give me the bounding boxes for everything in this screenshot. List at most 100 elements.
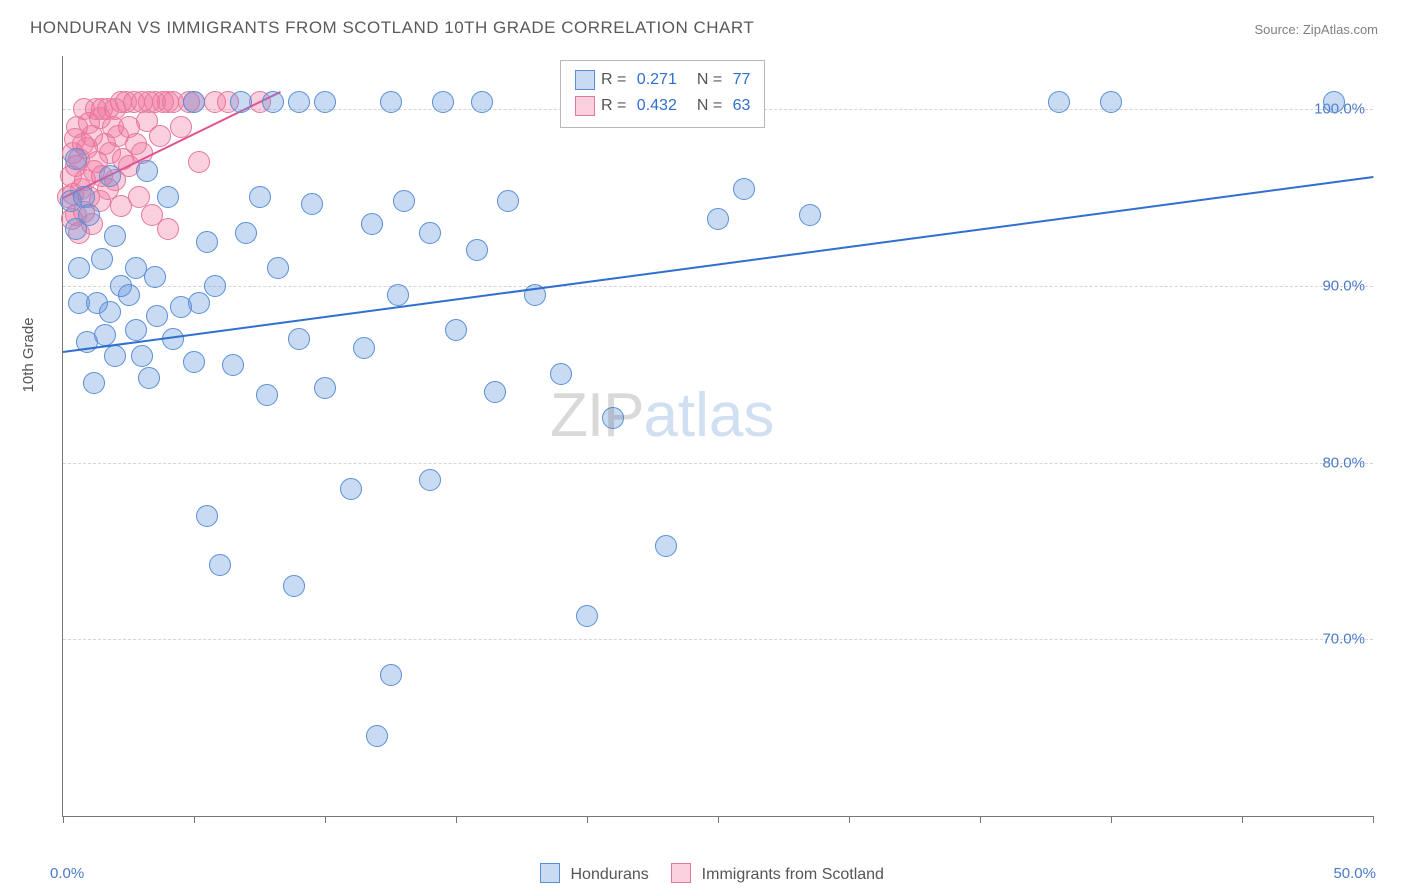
hondurans-point xyxy=(262,91,284,113)
legend-r-value: 0.432 xyxy=(637,97,677,115)
hondurans-point xyxy=(301,193,323,215)
swatch-icon xyxy=(575,96,595,116)
legend-r-value: 0.271 xyxy=(637,71,677,89)
hondurans-point xyxy=(288,328,310,350)
hondurans-point xyxy=(118,284,140,306)
hondurans-point xyxy=(361,213,383,235)
scatter-plot-area: 70.0%80.0%90.0%100.0% xyxy=(62,56,1373,817)
hondurans-point xyxy=(131,345,153,367)
hondurans-point xyxy=(314,377,336,399)
hondurans-point xyxy=(733,178,755,200)
legend-label: Immigrants from Scotland xyxy=(702,866,884,883)
legend-r-label: R = xyxy=(601,71,631,89)
scotland-point xyxy=(188,151,210,173)
hondurans-point xyxy=(366,725,388,747)
hondurans-point xyxy=(602,407,624,429)
x-tick xyxy=(1242,816,1243,823)
x-axis-min-label: 0.0% xyxy=(50,865,84,882)
x-axis-max-label: 50.0% xyxy=(1333,865,1376,882)
hondurans-point xyxy=(235,222,257,244)
hondurans-point xyxy=(136,160,158,182)
hondurans-point xyxy=(144,266,166,288)
hondurans-point xyxy=(230,91,252,113)
chart-title: HONDURAN VS IMMIGRANTS FROM SCOTLAND 10T… xyxy=(30,18,754,38)
hondurans-point xyxy=(655,535,677,557)
hondurans-point xyxy=(204,275,226,297)
hondurans-point xyxy=(256,384,278,406)
hondurans-point xyxy=(209,554,231,576)
x-tick xyxy=(456,816,457,823)
hondurans-point xyxy=(380,91,402,113)
hondurans-point xyxy=(380,664,402,686)
correlation-legend: R = 0.271 N = 77 R = 0.432 N = 63 xyxy=(560,60,765,128)
hondurans-point xyxy=(419,469,441,491)
x-tick xyxy=(194,816,195,823)
x-tick xyxy=(63,816,64,823)
grid-line xyxy=(63,639,1373,640)
x-tick xyxy=(1373,816,1374,823)
hondurans-point xyxy=(78,204,100,226)
x-tick xyxy=(587,816,588,823)
hondurans-point xyxy=(125,319,147,341)
hondurans-point xyxy=(1100,91,1122,113)
hondurans-point xyxy=(196,231,218,253)
legend-row: R = 0.271 N = 77 xyxy=(575,67,750,93)
hondurans-point xyxy=(283,575,305,597)
grid-line xyxy=(63,463,1373,464)
hondurans-point xyxy=(83,372,105,394)
x-tick xyxy=(325,816,326,823)
legend-n-label: N = xyxy=(697,97,727,115)
hondurans-point xyxy=(91,248,113,270)
legend-label: Hondurans xyxy=(570,866,648,883)
hondurans-point xyxy=(68,257,90,279)
hondurans-point xyxy=(138,367,160,389)
legend-n-value: 63 xyxy=(733,97,751,115)
hondurans-point xyxy=(188,292,210,314)
hondurans-point xyxy=(104,345,126,367)
hondurans-point xyxy=(157,186,179,208)
y-tick-label: 80.0% xyxy=(1322,454,1365,471)
hondurans-point xyxy=(99,301,121,323)
legend-r-label: R = xyxy=(601,97,631,115)
hondurans-point xyxy=(222,354,244,376)
y-tick-label: 90.0% xyxy=(1322,277,1365,294)
legend-n-label: N = xyxy=(697,71,727,89)
hondurans-point xyxy=(340,478,362,500)
hondurans-point xyxy=(497,190,519,212)
hondurans-point xyxy=(267,257,289,279)
x-tick xyxy=(718,816,719,823)
x-tick xyxy=(1111,816,1112,823)
x-tick xyxy=(980,816,981,823)
hondurans-point xyxy=(466,239,488,261)
swatch-icon xyxy=(540,863,560,883)
hondurans-point xyxy=(799,204,821,226)
hondurans-point xyxy=(1048,91,1070,113)
hondurans-point xyxy=(432,91,454,113)
hondurans-point xyxy=(196,505,218,527)
hondurans-point xyxy=(707,208,729,230)
hondurans-point xyxy=(183,91,205,113)
hondurans-point xyxy=(65,148,87,170)
hondurans-point xyxy=(99,165,121,187)
hondurans-point xyxy=(94,324,116,346)
hondurans-point xyxy=(484,381,506,403)
source-attribution: Source: ZipAtlas.com xyxy=(1254,22,1378,37)
hondurans-point xyxy=(249,186,271,208)
x-tick xyxy=(849,816,850,823)
hondurans-point xyxy=(393,190,415,212)
swatch-icon xyxy=(575,70,595,90)
y-axis-title: 10th Grade xyxy=(20,317,37,392)
grid-line xyxy=(63,286,1373,287)
hondurans-point xyxy=(314,91,336,113)
hondurans-point xyxy=(445,319,467,341)
hondurans-point xyxy=(146,305,168,327)
swatch-icon xyxy=(671,863,691,883)
hondurans-point xyxy=(471,91,493,113)
hondurans-point xyxy=(288,91,310,113)
hondurans-point xyxy=(576,605,598,627)
hondurans-point xyxy=(419,222,441,244)
hondurans-point xyxy=(1323,91,1345,113)
legend-row: R = 0.432 N = 63 xyxy=(575,93,750,119)
hondurans-point xyxy=(183,351,205,373)
scotland-point xyxy=(157,218,179,240)
